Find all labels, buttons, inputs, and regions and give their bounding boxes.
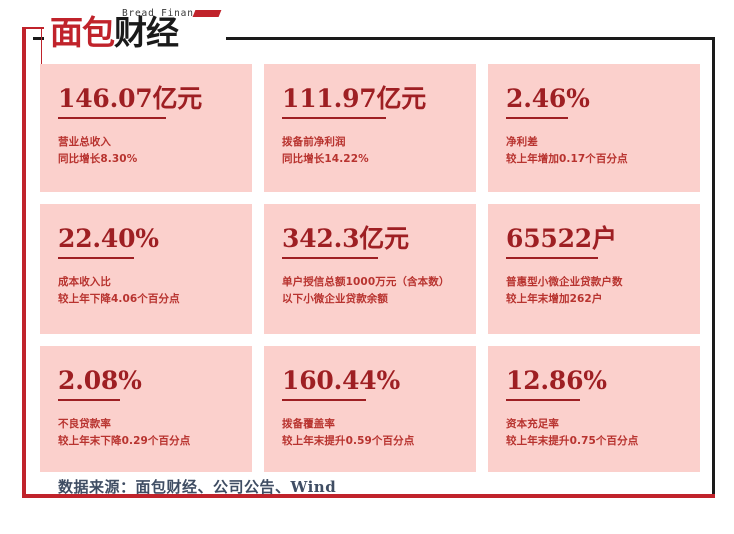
frame-bottom-border [22,494,715,498]
metric-label: 成本收入比 [58,276,111,288]
metric-label: 普惠型小微企业贷款户数 [506,276,623,288]
metric-value: 22.40% [58,224,159,253]
metric-value: 65522户 [506,224,617,253]
metric-label: 拨备前净利润 [282,136,346,148]
metric-label: 营业总收入 [58,136,111,148]
metric-underline [58,117,166,119]
metric-card: 146.07亿元 营业总收入 同比增长8.30% [40,64,252,192]
metric-label: 资本充足率 [506,418,559,430]
metric-value: 2.46% [506,84,590,113]
brand-logo-slash-icon [192,10,222,17]
data-source-note: 数据来源：面包财经、公司公告、Wind [58,478,337,496]
metric-card: 160.44% 拨备覆盖率 较上年末提升0.59个百分点 [264,346,476,472]
metric-underline [282,257,378,259]
metric-label: 拨备覆盖率 [282,418,335,430]
metric-underline [282,399,366,401]
metric-card: 111.97亿元 拨备前净利润 同比增长14.22% [264,64,476,192]
metric-card: 2.08% 不良贷款率 较上年末下降0.29个百分点 [40,346,252,472]
metric-card: 65522户 普惠型小微企业贷款户数 较上年末增加262户 [488,204,700,334]
metric-label: 单户授信总额1000万元（含本数）以下小微企业贷款余额 [282,276,450,305]
metric-value: 12.86% [506,366,607,395]
metric-card: 22.40% 成本收入比 较上年下降4.06个百分点 [40,204,252,334]
brand-logo: Bread Finance 面包财经 [44,6,226,52]
metric-value: 146.07亿元 [58,84,203,113]
frame-left-border [22,27,26,498]
metric-underline [506,117,568,119]
metric-value: 111.97亿元 [282,84,427,113]
metric-subtext: 较上年末增加262户 [506,293,603,305]
frame-top-left-stub [22,27,64,29]
metric-subtext: 较上年增加0.17个百分点 [506,153,628,165]
metric-value: 342.3亿元 [282,224,409,253]
metric-subtext: 较上年下降4.06个百分点 [58,293,180,305]
metric-underline [282,117,386,119]
metric-subtext: 同比增长8.30% [58,153,138,165]
frame-inner-left-tick [41,28,42,66]
metric-value: 2.08% [58,366,142,395]
brand-logo-chinese-red: 面包 [50,13,115,52]
metric-subtext: 较上年末下降0.29个百分点 [58,435,191,447]
metric-subtext: 同比增长14.22% [282,153,369,165]
metric-underline [506,257,598,259]
metric-underline [58,399,120,401]
metric-label: 净利差 [506,136,538,148]
brand-logo-chinese: 面包财经 [50,13,179,52]
metric-underline [58,257,134,259]
frame-top-border [33,37,715,40]
metrics-grid: 146.07亿元 营业总收入 同比增长8.30% 111.97亿元 拨备前净利润… [40,64,700,472]
metric-card: 12.86% 资本充足率 较上年末提升0.75个百分点 [488,346,700,472]
metric-value: 160.44% [282,366,401,395]
metric-label: 不良贷款率 [58,418,111,430]
brand-logo-chinese-dark: 财经 [114,13,179,52]
metric-underline [506,399,580,401]
metric-card: 342.3亿元 单户授信总额1000万元（含本数）以下小微企业贷款余额 [264,204,476,334]
metric-card: 2.46% 净利差 较上年增加0.17个百分点 [488,64,700,192]
brand-logo-english: Bread Finance [122,8,207,19]
metric-subtext: 较上年末提升0.75个百分点 [506,435,639,447]
metric-subtext: 较上年末提升0.59个百分点 [282,435,415,447]
frame-right-border [712,37,715,497]
